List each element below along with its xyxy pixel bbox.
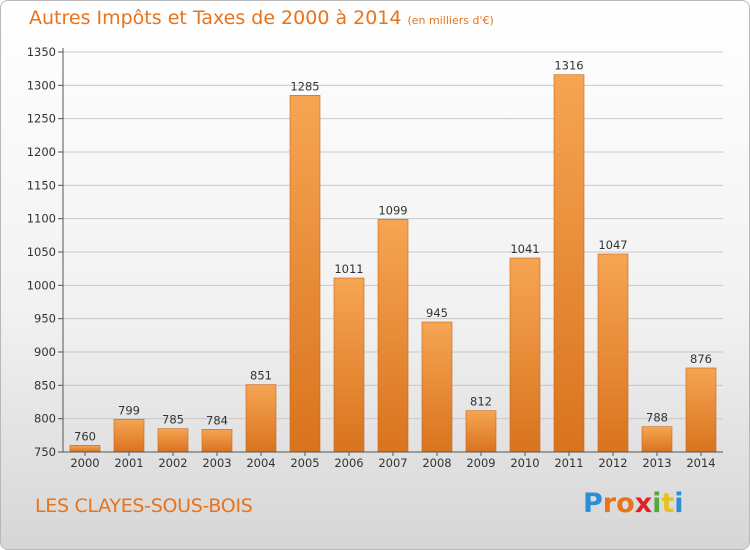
bar-2013: [641, 426, 673, 453]
x-tick-label: 2006: [334, 456, 363, 470]
x-tick-label: 2010: [510, 456, 539, 470]
logo-letter: x: [634, 488, 653, 519]
bar-2005: [289, 95, 321, 453]
data-label: 1047: [598, 238, 627, 252]
x-tick-label: 2013: [642, 456, 671, 470]
logo-letter: o: [616, 488, 635, 519]
y-tick-label: 950: [34, 312, 56, 326]
bar-2001: [113, 419, 145, 453]
data-label: 1011: [334, 262, 363, 276]
x-tick-label: 2004: [246, 456, 275, 470]
data-labels: 760 799 785 784 851 1285 1011 1099 945 812 1041 131…: [74, 59, 712, 444]
y-tick-label: 800: [34, 412, 56, 426]
logo-letter: P: [583, 488, 603, 519]
x-tick-label: 2003: [202, 456, 231, 470]
logo-letter: i: [652, 488, 662, 519]
data-label: 785: [162, 413, 184, 427]
bar-2011: [553, 74, 585, 453]
bar-2007: [377, 219, 409, 453]
x-tick-label: 2005: [290, 456, 319, 470]
data-label: 788: [646, 411, 668, 425]
data-label: 760: [74, 429, 96, 443]
bar-2004: [245, 384, 277, 453]
y-tick-label: 850: [34, 378, 56, 392]
x-tick-label: 2007: [378, 456, 407, 470]
data-label: 851: [250, 369, 272, 383]
data-label: 1099: [378, 203, 407, 217]
logo-letter: r: [602, 488, 617, 519]
bar-2014: [685, 367, 717, 453]
bar-2010: [509, 257, 541, 453]
logo-letter: t: [661, 488, 675, 519]
y-tick-label: 1350: [27, 45, 56, 59]
bars: [69, 74, 717, 453]
commune-name: LES CLAYES-SOUS-BOIS: [35, 495, 253, 517]
y-tick-label: 1050: [27, 245, 56, 259]
bar-2012: [597, 253, 629, 453]
x-tick-label: 2002: [158, 456, 187, 470]
bar-2000: [69, 445, 101, 453]
x-tick-label: 2008: [422, 456, 451, 470]
data-label: 876: [690, 352, 712, 366]
data-label: 799: [118, 403, 140, 417]
x-tick-label: 2000: [70, 456, 99, 470]
data-label: 1285: [290, 79, 319, 93]
bar-2003: [201, 429, 233, 453]
y-tick-label: 1300: [27, 78, 56, 92]
bar-2002: [157, 428, 189, 453]
x-tick-label: 2001: [114, 456, 143, 470]
y-tick-label: 1100: [27, 212, 56, 226]
chart-title: Autres Impôts et Taxes de 2000 à 2014 (en…: [29, 7, 494, 29]
y-tick-label: 1250: [27, 112, 56, 126]
data-label: 812: [470, 395, 492, 409]
bar-2008: [421, 321, 453, 453]
x-tick-label: 2009: [466, 456, 495, 470]
data-label: 1316: [554, 59, 583, 73]
x-tick-label: 2012: [598, 456, 627, 470]
chart-unit: (en milliers d'€): [407, 14, 494, 27]
proxiti-logo[interactable]: Proxiti: [583, 488, 684, 519]
axes: 750 800 850 900 950 1000 1050 1100 1150 1200 1250 1…: [27, 45, 723, 470]
y-tick-label: 750: [34, 445, 56, 459]
bar-2009: [465, 410, 497, 453]
y-tick-label: 1150: [27, 178, 56, 192]
data-label: 945: [426, 306, 448, 320]
y-tick-label: 1000: [27, 278, 56, 292]
bar-2006: [333, 277, 365, 453]
y-tick-label: 900: [34, 345, 56, 359]
logo-letter: i: [674, 488, 684, 519]
data-label: 784: [206, 413, 228, 427]
chart-title-text: Autres Impôts et Taxes de 2000 à 2014: [29, 7, 402, 29]
x-tick-label: 2014: [686, 456, 715, 470]
x-tick-label: 2011: [554, 456, 583, 470]
data-label: 1041: [510, 242, 539, 256]
y-tick-label: 1200: [27, 145, 56, 159]
